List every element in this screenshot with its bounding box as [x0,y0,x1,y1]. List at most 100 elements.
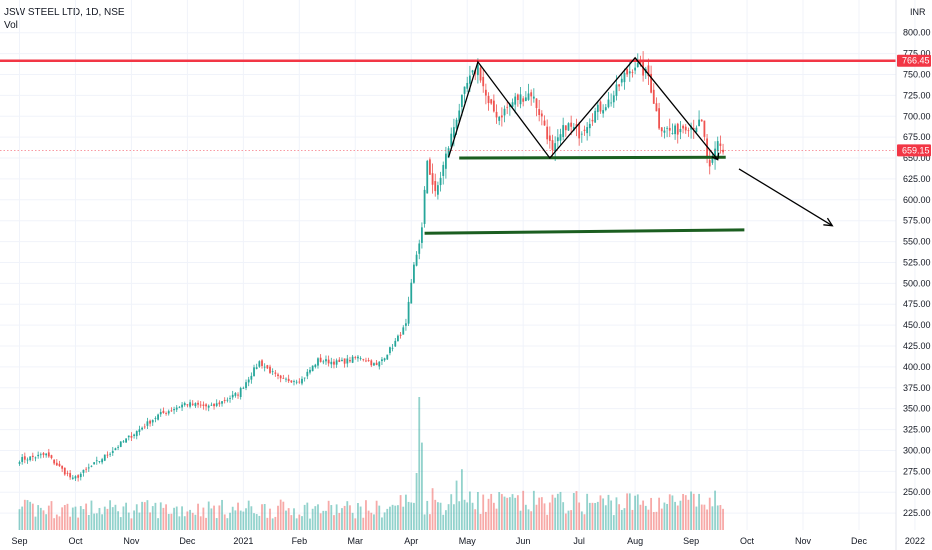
candle-body [548,135,551,141]
time-axis[interactable]: Sep Oct Nov Dec 2021 Feb Mar Apr May Jun Jul Aug Sep… [11,536,924,546]
candle-body [101,459,104,463]
volume-bar [69,516,72,530]
candle-body [511,102,514,107]
volume-bar [221,499,223,530]
volume-bar [71,507,74,530]
candle-body [442,164,445,176]
volume-bar [143,502,146,530]
y-tick-label: 250.00 [903,487,931,497]
candle-body [322,361,325,363]
candle-body [45,453,48,456]
candle-body [487,95,490,104]
candle-body [468,75,471,84]
candle-body [165,413,167,414]
x-tick-label: 2022 [905,536,925,546]
candle-body [429,159,431,175]
candle-body [602,110,605,114]
volume-bar [271,518,274,530]
volume-bar [349,505,351,530]
volume-bar [628,493,631,530]
volume-bar [580,511,583,530]
volume-bar [378,505,381,530]
y-tick-label: 350.00 [903,404,931,414]
volume-bar [293,508,295,530]
volume-bar [671,495,674,530]
candle-body [482,76,485,87]
volume-bar [111,507,114,530]
candle-body [71,477,74,479]
volume-bar [90,500,93,530]
volume-bar [719,505,722,530]
price-tag-bg [897,54,931,67]
candle-body [103,454,106,461]
candle-body [434,181,437,192]
volume-bar [202,507,205,530]
volume-bar [421,442,423,530]
candle-body [524,97,527,101]
candle-body [562,125,565,138]
candle-body [79,473,82,478]
x-tick-label: Apr [404,536,418,546]
candle-body [98,461,101,462]
volume-bar [700,504,703,530]
candle-body [463,86,466,94]
volume-bar [317,504,319,530]
volume-bar [245,508,247,530]
candle-body [325,359,327,362]
volume-bar [58,516,61,530]
volume-bar [167,513,170,530]
candle-body [500,115,503,118]
volume-bar [463,499,466,530]
price-axis[interactable]: 225.00 250.00 275.00 300.00 325.00 350.00 375.… [895,0,931,550]
volume-bar [594,502,597,530]
candle-body [293,381,295,382]
volume-bar [405,494,407,530]
candle-body [31,455,34,457]
volume-bar [63,505,66,530]
candle-body [567,123,570,131]
volume-bar [277,505,279,530]
candle-body [242,387,245,389]
volume-bar [511,494,514,530]
volume-bar [29,501,32,530]
x-tick-label: Dec [179,536,196,546]
volume-bar [562,502,565,530]
candle-body [381,359,383,362]
x-tick-label: Oct [740,536,755,546]
candle-body [391,347,394,349]
volume-bar [239,510,242,530]
arrow-head [711,152,720,161]
candle-body [370,360,373,366]
candle-body [143,426,146,428]
y-tick-label: 300.00 [903,445,931,455]
candle-body [437,185,439,195]
candle-body [202,404,205,406]
candle-body [239,388,242,397]
candle-body [604,107,607,111]
symbol-title: JSW STEEL LTD, 1D, NSE [4,7,125,18]
y-tick-label: 625.00 [903,174,931,184]
volume-bar [250,506,253,530]
candle-body [714,148,716,160]
volume-bar [532,490,535,530]
grid [0,0,916,530]
volume-bar [684,495,687,530]
candle-body [335,360,338,365]
volume-bar [266,517,269,530]
y-tick-label: 700.00 [903,111,931,121]
volume-bar [229,512,231,530]
candle-body [711,155,714,163]
volume-bar [514,497,517,530]
candle-body [373,363,375,366]
y-tick-label: 275.00 [903,466,931,476]
volume-bar [274,516,277,530]
x-tick-label: Sep [11,536,27,546]
volume-bar [234,510,237,530]
candle-body [301,378,303,384]
volume-bar [119,517,122,530]
volume-bar [586,493,589,530]
volume-bar [546,514,549,530]
candle-body [226,399,229,401]
currency-label: INR [910,7,926,17]
